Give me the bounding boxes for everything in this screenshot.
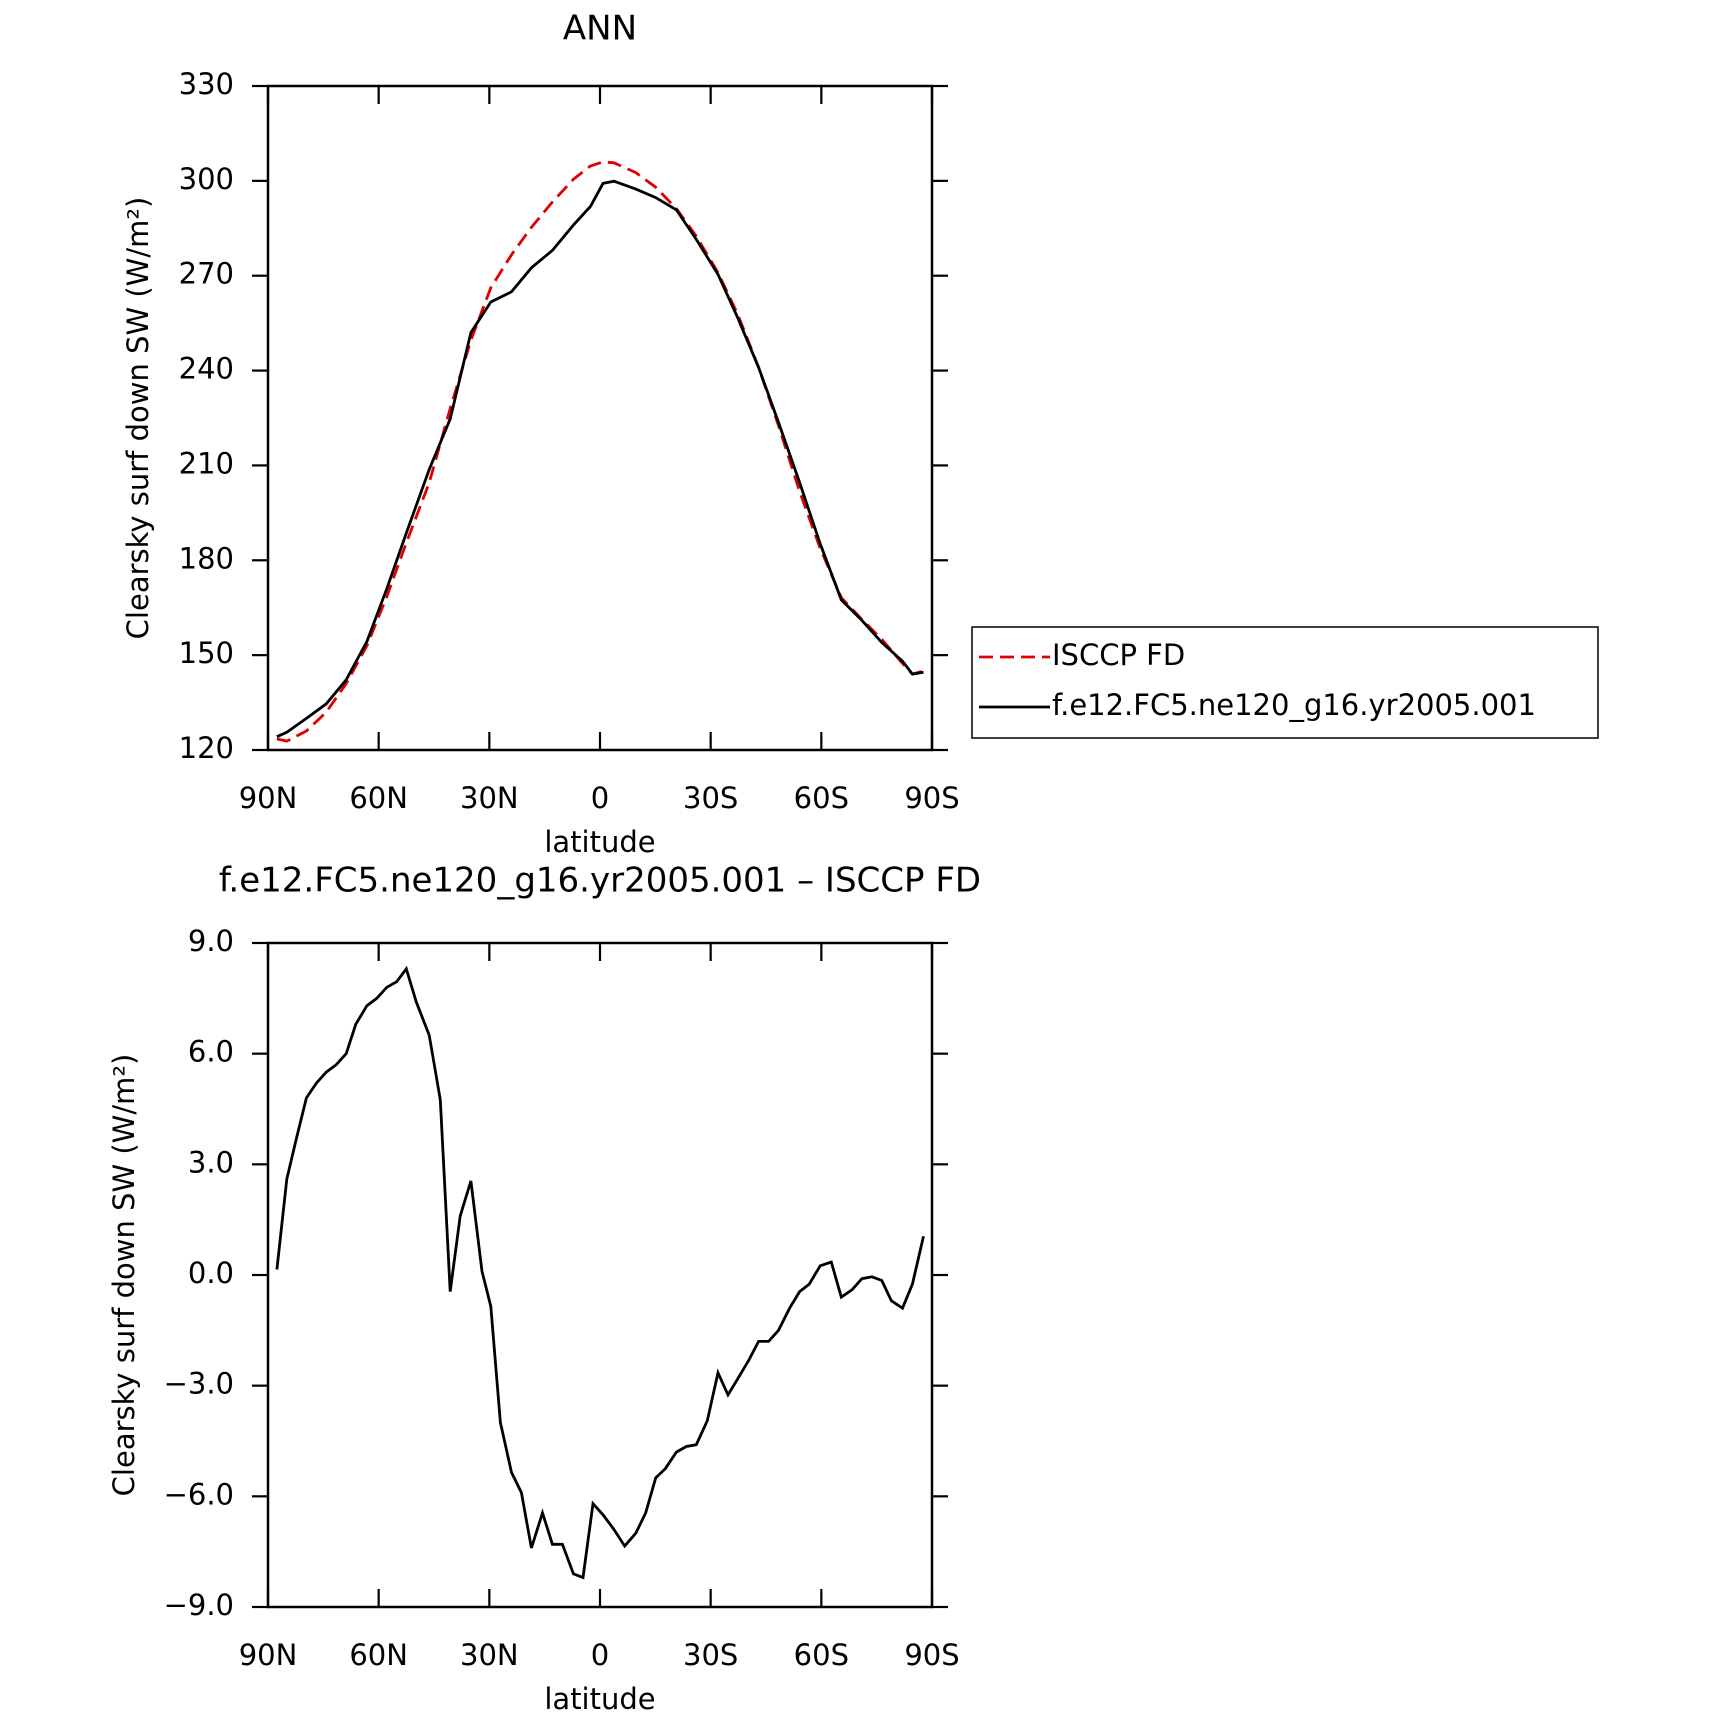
y-axis-label: Clearsky surf down SW (W/m²) [107, 1054, 141, 1497]
y-axis-label: Clearsky surf down SW (W/m²) [121, 197, 155, 640]
y-tick-label: −3.0 [164, 1367, 234, 1401]
y-tick-label: 9.0 [188, 924, 234, 958]
x-axis-label: latitude [544, 825, 655, 859]
x-tick-label: 30S [683, 1638, 738, 1672]
x-tick-label: 30S [683, 781, 738, 815]
data-line [275, 965, 925, 1580]
y-tick-label: 240 [179, 352, 234, 386]
legend-label: f.e12.FC5.ne120_g16.yr2005.001 [1052, 688, 1536, 722]
y-tick-label: 0.0 [188, 1256, 234, 1290]
x-tick-label: 60S [794, 781, 849, 815]
x-tick-label: 90S [904, 1638, 959, 1672]
x-tick-label: 90N [239, 1638, 298, 1672]
x-tick-label: 60N [349, 781, 408, 815]
y-tick-label: 3.0 [188, 1145, 234, 1179]
legend-label: ISCCP FD [1052, 638, 1185, 672]
y-tick-label: 150 [179, 636, 234, 670]
legend-box [971, 626, 1599, 739]
y-tick-label: 300 [179, 162, 234, 196]
chart-title: f.e12.FC5.ne120_g16.yr2005.001 – ISCCP F… [219, 861, 981, 901]
y-tick-label: 120 [179, 731, 234, 765]
plot: f.e12.FC5.ne120_g16.yr2005.001 – ISCCP F… [107, 861, 981, 1717]
y-tick-label: −6.0 [164, 1477, 234, 1511]
data-line [276, 179, 924, 738]
y-tick-label: 180 [179, 541, 234, 575]
x-tick-label: 0 [591, 781, 609, 815]
x-tick-label: 90S [904, 781, 959, 815]
x-tick-label: 30N [460, 1638, 519, 1672]
plot-frame [266, 941, 934, 1609]
x-tick-label: 0 [591, 1638, 609, 1672]
plot: ANN latitude Clearsky surf down SW (W/m²) 1… [121, 9, 1599, 859]
legend: ISCCP FD f.e12.FC5.ne120_g16.yr2005.001 [971, 626, 1599, 739]
chart-title: ANN [563, 9, 637, 49]
x-tick-label: 60S [794, 1638, 849, 1672]
y-tick-label: −9.0 [164, 1588, 234, 1622]
x-axis-label: latitude [544, 1682, 655, 1716]
x-tick-label: 90N [239, 781, 298, 815]
data-line [276, 160, 924, 743]
y-tick-label: 330 [179, 67, 234, 101]
x-tick-label: 60N [349, 1638, 408, 1672]
y-tick-label: 270 [179, 257, 234, 291]
y-tick-label: 210 [179, 446, 234, 480]
y-tick-label: 6.0 [188, 1035, 234, 1069]
x-tick-label: 30N [460, 781, 519, 815]
plot-frame [266, 84, 934, 752]
